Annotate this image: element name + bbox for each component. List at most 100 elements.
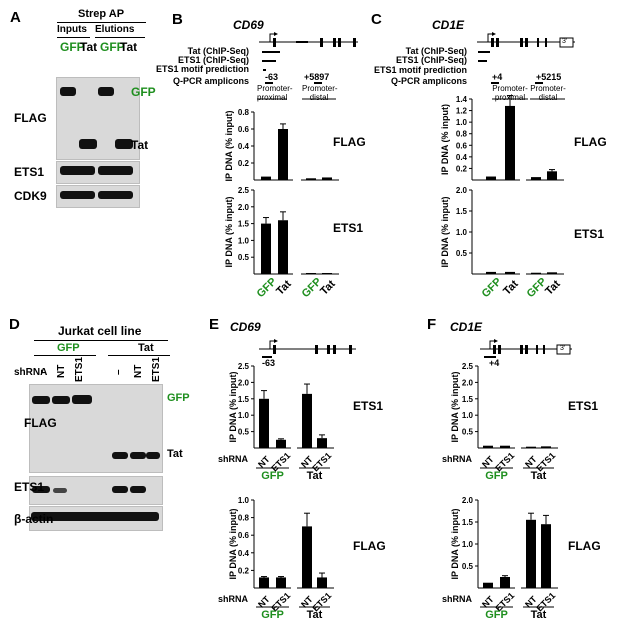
y-tick-label: 1.5	[238, 220, 250, 229]
x-axis-label: shRNA	[218, 594, 249, 604]
band	[98, 191, 133, 199]
band	[32, 396, 50, 404]
category-label: Tat	[274, 278, 294, 298]
group-label: GFP	[485, 470, 508, 482]
group-label-gfp: GFP	[57, 342, 80, 354]
gene-name: CD69	[230, 320, 261, 334]
y-tick-label: 2.0	[462, 378, 474, 387]
y-tick-label: 0.4	[238, 549, 250, 558]
bar	[500, 577, 510, 588]
panel-letter-b: B	[172, 11, 183, 28]
band	[72, 395, 92, 404]
y-tick-label: 1.2	[456, 107, 468, 116]
panel-letter-f: F	[427, 316, 437, 333]
y-tick-label: 1.0	[238, 236, 250, 245]
bar	[261, 223, 271, 274]
band	[112, 486, 128, 493]
gfp-line	[34, 355, 96, 356]
band	[115, 139, 133, 149]
y-axis-label: IP DNA (% input)	[224, 197, 234, 268]
series-label: FLAG	[333, 135, 366, 149]
x-axis-label: shRNA	[218, 454, 249, 464]
bar	[322, 272, 332, 274]
category-label: Tat	[543, 278, 563, 298]
band	[146, 452, 160, 459]
lane-label-gfp-2: GFP	[100, 40, 125, 54]
lane-label-tat-2: Tat	[120, 40, 138, 54]
y-tick-label: 0.2	[456, 164, 468, 173]
y-tick-label: 2.0	[462, 496, 474, 505]
tat-line	[108, 355, 170, 356]
group-label: GFP	[261, 470, 284, 482]
exon-box-label: 3'	[562, 38, 568, 45]
panel-letter-c: C	[371, 11, 382, 28]
gene-name: CD69	[233, 18, 264, 32]
y-tick-label: 1.0	[456, 228, 468, 237]
band	[31, 512, 159, 521]
y-tick-label: 2.0	[456, 186, 468, 195]
track-label-qpcr: Q-PCR amplicons	[172, 76, 249, 86]
bar	[486, 271, 496, 274]
y-tick-label: 0.4	[456, 153, 468, 162]
region-label-proximal: Promoter-proximal	[257, 84, 293, 102]
y-tick-label: 1.0	[238, 496, 250, 505]
region-label-distal: Promoter-distal	[302, 84, 338, 102]
band	[79, 139, 97, 149]
track-label-tat: Tat (ChIP-Seq)	[187, 46, 249, 56]
inputs-line	[57, 37, 90, 38]
header-line	[57, 22, 146, 23]
y-tick-label: 1.0	[462, 540, 474, 549]
amplicon-pos-1: -63	[265, 72, 279, 82]
y-axis-label: IP DNA (% input)	[450, 372, 460, 443]
bar	[276, 439, 286, 448]
lane-label-tat-1: Tat	[80, 40, 98, 54]
y-tick-label: 0.5	[462, 428, 474, 437]
y-axis-label: IP DNA (% input)	[440, 197, 450, 268]
row-label-actin: β-actin	[14, 512, 54, 526]
shrna-label: shRNA	[14, 367, 48, 378]
series-label: ETS1	[333, 221, 363, 235]
bar	[483, 582, 493, 588]
amplicon-pos-1: +4	[492, 72, 503, 82]
y-tick-label: 1.5	[456, 207, 468, 216]
y-tick-label: 0.5	[238, 253, 250, 262]
bar	[306, 178, 316, 180]
row-label-ets1: ETS1	[14, 480, 45, 494]
series-label: FLAG	[568, 539, 601, 553]
band	[98, 87, 114, 96]
bar	[278, 129, 288, 180]
track-label-motif: ETS1 motif prediction	[155, 64, 249, 74]
group-label: GFP	[485, 609, 508, 621]
y-tick-label: 0.5	[462, 562, 474, 571]
y-tick-label: 1.4	[456, 95, 468, 104]
bar	[317, 577, 327, 588]
gene-name: CD1E	[432, 18, 465, 32]
track-label-tat: Tat (ChIP-Seq)	[405, 46, 467, 56]
y-tick-label: 0.4	[238, 142, 250, 151]
bar	[259, 398, 269, 448]
bar	[526, 519, 536, 588]
exon-box-label: 3'	[560, 345, 566, 352]
bar	[261, 176, 271, 180]
band	[60, 87, 76, 96]
bar	[322, 177, 332, 180]
bar	[547, 272, 557, 274]
series-label: FLAG	[353, 539, 386, 553]
panel-letter-e: E	[209, 316, 220, 333]
y-tick-label: 0.6	[456, 141, 468, 150]
header-line	[34, 340, 168, 341]
bar	[259, 577, 269, 588]
band	[53, 488, 67, 493]
inputs-label: Inputs	[57, 24, 87, 35]
row-label-ets1: ETS1	[14, 165, 45, 179]
series-label: ETS1	[568, 399, 598, 413]
group-label: Tat	[531, 609, 547, 621]
bar	[483, 445, 493, 448]
track-label-ets1: ETS1 (ChIP-Seq)	[395, 55, 467, 65]
elutions-line	[95, 37, 145, 38]
bar	[541, 446, 551, 448]
